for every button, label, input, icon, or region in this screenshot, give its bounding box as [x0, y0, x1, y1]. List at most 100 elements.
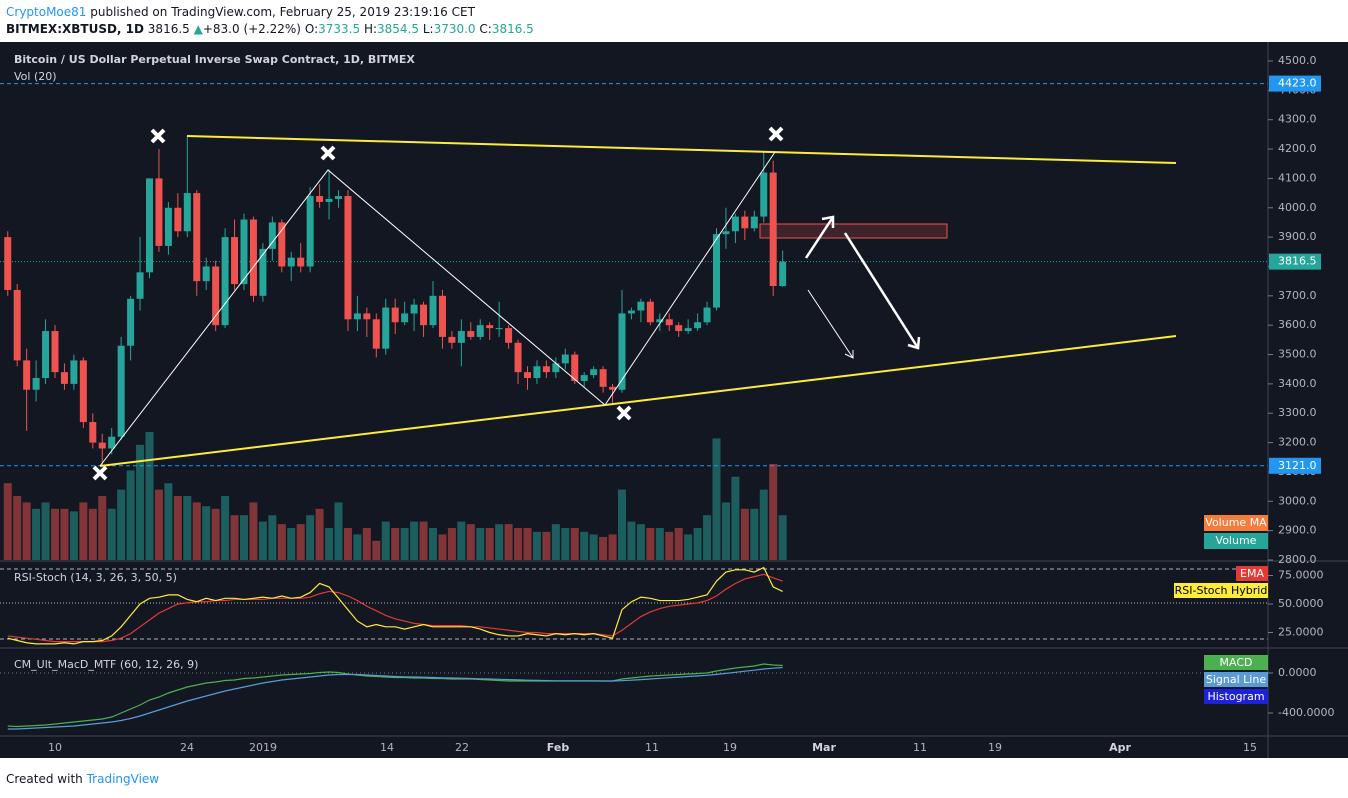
volume-bar [277, 524, 286, 560]
volume-bar [599, 536, 608, 560]
candle-body [155, 178, 163, 246]
legend-label: MACD [1220, 656, 1253, 669]
volume-bar [325, 528, 334, 560]
candle-body [656, 319, 664, 323]
candle-body [410, 304, 418, 314]
y-tick-label: 3200.0 [1278, 436, 1317, 449]
volume-bar [646, 528, 655, 560]
brand[interactable]: TradingView [86, 772, 160, 786]
candle-body [259, 248, 267, 296]
candle-body [580, 375, 588, 381]
volume-bar [580, 531, 589, 560]
volume-bar [306, 515, 315, 560]
ohlc-value: 3816.5 [491, 22, 534, 36]
candle-body [51, 331, 59, 373]
candle-body [637, 301, 645, 311]
author[interactable]: CryptoMoe81 [6, 5, 87, 19]
volume-bar [268, 515, 277, 560]
volume-bar [769, 464, 778, 560]
trendline [186, 135, 1177, 164]
price-tag [1269, 253, 1321, 270]
drawings [92, 126, 1177, 481]
arrow-head [821, 215, 835, 228]
volume-bar [202, 506, 211, 560]
volume-bar [476, 528, 485, 560]
candle-body [363, 313, 371, 320]
change: +83.0 (+2.22%) [202, 22, 301, 36]
volume-bar [240, 515, 248, 560]
y-tick-label: 4500.0 [1278, 54, 1317, 67]
volume-bar [287, 528, 296, 560]
ohlc-key: H: [363, 22, 378, 36]
candle-body [448, 336, 456, 343]
candle-body [524, 372, 531, 379]
candle-body [618, 313, 626, 390]
legend-tag [1204, 533, 1268, 549]
legend-label: RSI-Stoch Hybrid [1175, 584, 1268, 597]
zone [759, 223, 948, 239]
symbol: BITMEX:XBTUSD, 1D [6, 22, 144, 36]
price-tag-label: 3816.5 [1278, 255, 1317, 268]
volume-bar [495, 524, 504, 560]
line [7, 666, 783, 730]
x-tick-label: 14 [380, 741, 394, 754]
ohlc: O:3733.5 H:3854.5 L:3730.0 C:3816.5 [305, 22, 534, 36]
ohlc-value: 3733.5 [318, 22, 361, 36]
volume-bar [88, 508, 97, 560]
candle-body [79, 360, 87, 423]
volume-bar [315, 508, 324, 560]
y-tick-label: 3400.0 [1278, 377, 1317, 390]
published: published on TradingView.com, February 2… [86, 5, 475, 19]
ohlc-value: 3730.0 [433, 22, 476, 36]
candle-body [495, 328, 503, 330]
candle-body [13, 289, 21, 361]
candle-body [325, 198, 333, 202]
y-tick-label: 4200.0 [1278, 142, 1317, 155]
candle-body [486, 325, 494, 329]
volume-bar [570, 528, 579, 560]
volume-bar [22, 502, 31, 560]
ohlc-key: C: [479, 22, 492, 36]
price-tag-label: 3121.0 [1278, 459, 1317, 472]
x-marks [92, 126, 784, 481]
legend-label: Volume [1216, 534, 1257, 547]
ohlc-key: O: [304, 22, 319, 36]
candle-body [627, 310, 635, 314]
volume-bar [391, 528, 400, 560]
legend-label: Histogram [1207, 690, 1264, 703]
wave [99, 151, 776, 467]
candle-body [476, 325, 484, 337]
volume-bar [230, 515, 239, 560]
arrow [843, 232, 920, 349]
candle-body [316, 196, 324, 202]
volume-bar [674, 528, 683, 560]
candle-body [769, 172, 777, 286]
chart: Bitcoin / US Dollar Perpetual Inverse Sw… [0, 42, 1348, 758]
candle-body [174, 207, 182, 232]
volume-bar [221, 496, 230, 560]
y-tick-label: 2800.0 [1278, 553, 1317, 566]
y-tick-label: 75.0000 [1278, 569, 1324, 582]
candle-body [231, 237, 239, 285]
candle-body [89, 422, 97, 443]
candle-body [249, 219, 257, 296]
legend-tag [1204, 655, 1268, 670]
candle-body [306, 196, 314, 267]
candle-body [221, 237, 229, 326]
created: Created with [6, 772, 83, 786]
volume-bar [60, 508, 69, 560]
volume-bar [381, 521, 390, 560]
volume-bar [98, 496, 107, 560]
candle-body [571, 354, 579, 381]
candle-body [750, 216, 758, 229]
volume-bar [712, 438, 721, 560]
candle-body [391, 307, 399, 323]
legend-label: EMA [1240, 567, 1264, 580]
candle-body [42, 331, 50, 379]
volume-bar [759, 489, 768, 560]
y-tick-label: 3500.0 [1278, 348, 1317, 361]
x-tick-label: 24 [180, 741, 194, 754]
arrow [807, 289, 854, 359]
y-tick-label: 25.0000 [1278, 626, 1324, 639]
candle-body [731, 216, 739, 232]
